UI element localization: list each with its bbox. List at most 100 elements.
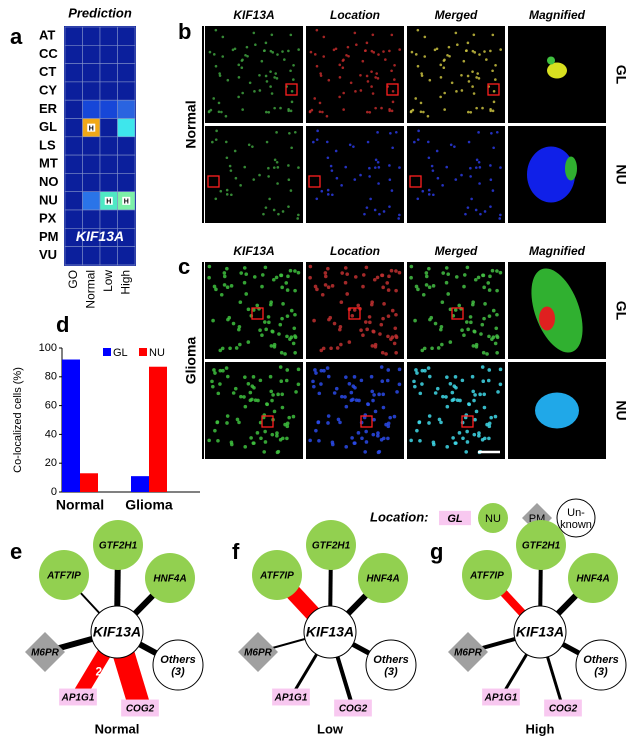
cell-dot bbox=[316, 65, 319, 68]
cell-dot bbox=[331, 193, 334, 196]
cell-dot bbox=[368, 321, 372, 325]
cell-dot bbox=[226, 156, 229, 159]
cell-dot bbox=[409, 276, 413, 280]
cell-dot bbox=[234, 150, 237, 153]
cell-dot bbox=[336, 177, 339, 180]
cell-dot bbox=[368, 175, 371, 178]
cell-dot bbox=[378, 213, 381, 216]
heatmap-cell bbox=[118, 100, 136, 118]
cell-dot bbox=[382, 406, 386, 410]
cell-dot bbox=[244, 292, 248, 296]
heatmap-cell bbox=[100, 119, 118, 137]
node-label: (3) bbox=[171, 666, 185, 678]
cell-dot bbox=[393, 342, 397, 346]
cell-dot bbox=[389, 337, 393, 341]
node-label: HNF4A bbox=[576, 574, 609, 585]
cell-dot bbox=[316, 29, 319, 32]
node-label: GTF2H1 bbox=[99, 541, 138, 552]
cell-dot bbox=[473, 92, 476, 95]
image-column-header: Location bbox=[330, 8, 380, 22]
cell-dot bbox=[413, 385, 417, 389]
cell-dot bbox=[276, 53, 279, 56]
cell-dot bbox=[326, 115, 329, 118]
magnified-cell bbox=[547, 63, 567, 79]
cell-dot bbox=[463, 273, 467, 277]
cell-dot bbox=[232, 49, 235, 52]
cell-dot bbox=[290, 189, 293, 192]
cell-dot bbox=[216, 439, 220, 443]
cell-dot bbox=[214, 288, 218, 292]
cell-dot bbox=[350, 314, 354, 318]
cell-dot bbox=[262, 450, 266, 454]
cell-dot bbox=[338, 96, 341, 99]
cell-dot bbox=[215, 421, 219, 425]
node-label: GTF2H1 bbox=[522, 541, 561, 552]
cell-dot bbox=[425, 283, 429, 287]
cell-dot bbox=[269, 390, 273, 394]
cell-dot bbox=[237, 96, 240, 99]
cell-dot bbox=[495, 269, 499, 273]
cell-dot bbox=[239, 300, 243, 304]
cell-dot bbox=[454, 441, 458, 445]
heatmap-row-label: VU bbox=[39, 247, 57, 262]
cell-dot bbox=[434, 49, 437, 52]
cell-dot bbox=[429, 316, 433, 320]
image-column-header: Magnified bbox=[529, 244, 586, 258]
cell-dot bbox=[253, 32, 256, 35]
cell-dot bbox=[353, 375, 357, 379]
cell-dot bbox=[366, 42, 369, 45]
cell-dot bbox=[342, 66, 345, 69]
cell-dot bbox=[489, 50, 492, 53]
y-tick-label: 100 bbox=[39, 342, 57, 354]
cell-dot bbox=[366, 402, 370, 406]
cell-dot bbox=[254, 43, 257, 46]
cell-dot bbox=[482, 392, 486, 396]
cell-dot bbox=[315, 197, 318, 200]
cell-dot bbox=[238, 343, 242, 347]
heatmap-cell bbox=[65, 155, 83, 173]
cell-dot bbox=[395, 131, 398, 134]
cell-dot bbox=[364, 49, 367, 52]
heatmap-cell bbox=[65, 192, 83, 210]
cell-dot bbox=[353, 308, 357, 312]
node-label: COG2 bbox=[126, 704, 155, 715]
cell-dot bbox=[475, 107, 478, 110]
cell-dot bbox=[432, 284, 436, 288]
cell-dot bbox=[398, 382, 402, 386]
cell-dot bbox=[365, 266, 369, 270]
cell-dot bbox=[218, 102, 221, 105]
cell-dot bbox=[313, 368, 317, 372]
cell-dot bbox=[264, 266, 268, 270]
cell-dot bbox=[491, 69, 494, 72]
cell-dot bbox=[472, 399, 476, 403]
cell-dot bbox=[437, 346, 441, 350]
magnified-cell bbox=[539, 307, 555, 331]
cell-dot bbox=[390, 69, 393, 72]
cell-dot bbox=[417, 65, 420, 68]
heatmap-cell bbox=[83, 192, 101, 210]
cell-dot bbox=[466, 266, 470, 270]
cell-dot bbox=[293, 269, 297, 273]
heatmap-row-label: NO bbox=[39, 174, 59, 189]
cell-dot bbox=[488, 314, 492, 318]
cell-dot bbox=[362, 60, 365, 63]
image-column-header: Merged bbox=[435, 8, 478, 22]
cell-dot bbox=[376, 276, 380, 280]
cell-dot bbox=[243, 166, 246, 169]
cell-dot bbox=[365, 440, 369, 444]
cell-dot bbox=[366, 75, 369, 78]
cell-dot bbox=[258, 174, 261, 177]
cell-dot bbox=[265, 75, 268, 78]
cell-dot bbox=[354, 32, 357, 35]
cell-dot bbox=[277, 332, 281, 336]
cell-dot bbox=[377, 182, 380, 185]
cell-dot bbox=[456, 398, 460, 402]
cell-dot bbox=[451, 391, 455, 395]
cell-dot bbox=[439, 328, 443, 332]
cell-dot bbox=[371, 344, 375, 348]
cell-dot bbox=[244, 405, 248, 409]
cell-dot bbox=[461, 89, 464, 92]
heatmap-cell bbox=[65, 210, 83, 228]
cell-dot bbox=[375, 159, 378, 162]
heatmap-cell bbox=[83, 100, 101, 118]
